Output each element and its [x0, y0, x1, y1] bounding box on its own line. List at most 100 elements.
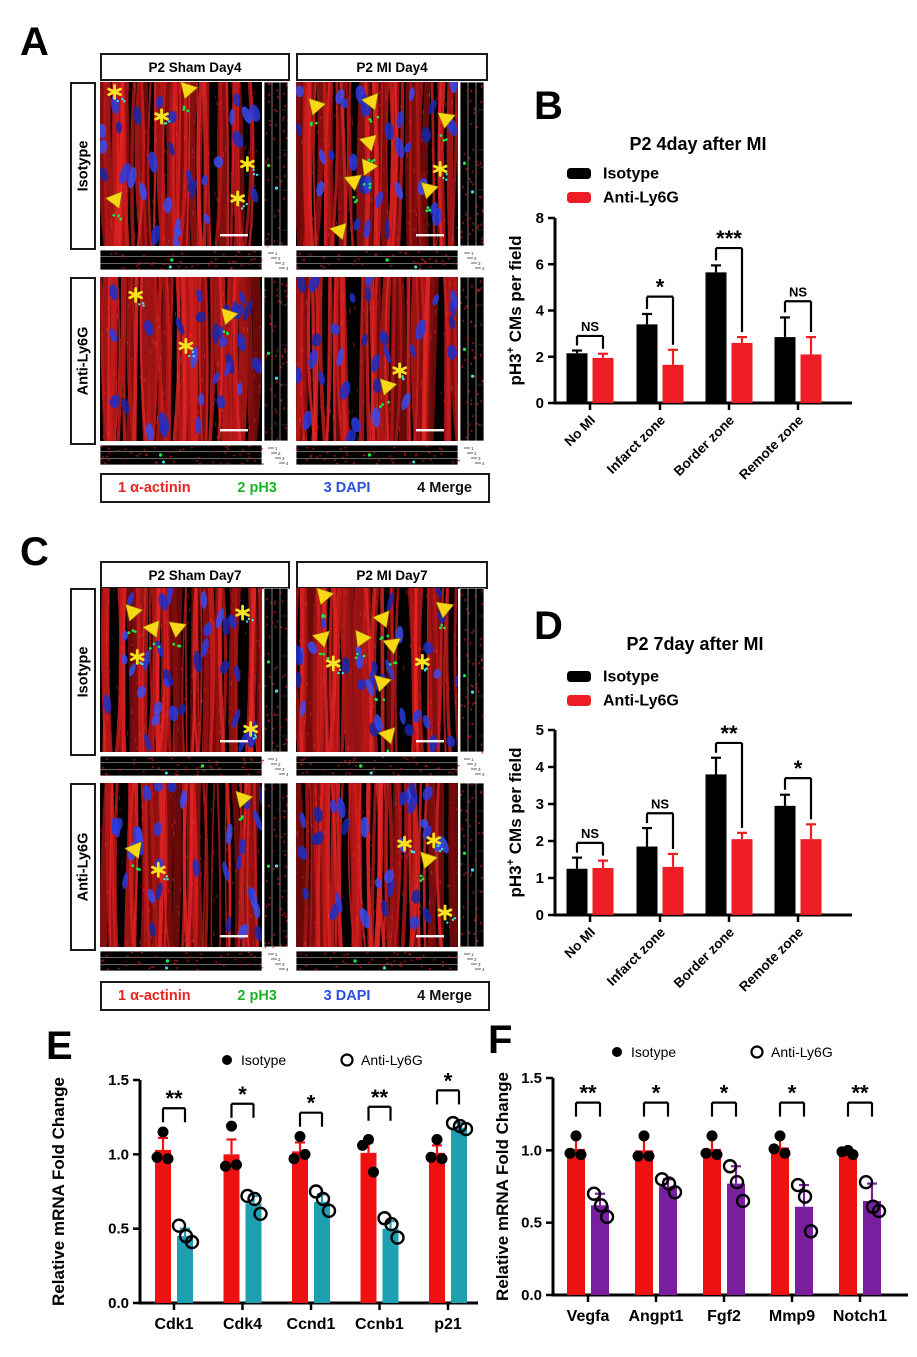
stain-legend-ph3: 2 pH3 [237, 988, 277, 1004]
svg-text:1: 1 [275, 952, 278, 957]
chart-p2-7day: 0 1 2 3 4 5 pH3+ CMs per field P2 7day after MI… [505, 600, 917, 1023]
svg-text:Fgf2: Fgf2 [707, 1308, 741, 1325]
panel-a-stain-legend: 1 α-actinin 2 pH3 3 DAPI 4 Merge [100, 473, 490, 503]
svg-text:2: 2 [474, 957, 477, 962]
svg-text:Cdk1: Cdk1 [154, 1316, 193, 1333]
svg-text:Relative mRNA Fold Change: Relative mRNA Fold Change [493, 1072, 512, 1301]
svg-text:6: 6 [536, 256, 544, 273]
panel-c-row-label-isotype: Isotype [70, 588, 96, 756]
svg-text:4: 4 [482, 266, 485, 271]
svg-text:3: 3 [536, 796, 544, 813]
stain-legend-ph3: 2 pH3 [237, 480, 277, 496]
svg-text:*: * [652, 1081, 661, 1106]
svg-text:0.5: 0.5 [108, 1221, 129, 1238]
svg-text:1.5: 1.5 [521, 1070, 542, 1087]
panel-c-letter: C [20, 530, 49, 574]
svg-text:*: * [788, 1081, 797, 1106]
svg-text:No MI: No MI [562, 413, 599, 450]
svg-text:3: 3 [282, 767, 285, 772]
svg-text:No MI: No MI [562, 925, 599, 962]
svg-text:Notch1: Notch1 [833, 1308, 887, 1325]
svg-text:0.0: 0.0 [521, 1287, 542, 1304]
panel-b-letter: B [534, 84, 563, 128]
svg-text:*: * [794, 756, 803, 781]
panel-a-row-label-isotype: Isotype [70, 82, 96, 250]
svg-text:4: 4 [482, 967, 485, 972]
svg-text:Isotype: Isotype [603, 669, 659, 686]
svg-text:2: 2 [474, 451, 477, 456]
svg-text:**: ** [165, 1086, 183, 1111]
svg-text:Infarct zone: Infarct zone [604, 924, 669, 989]
svg-text:0: 0 [536, 395, 544, 412]
svg-text:4: 4 [286, 772, 289, 777]
svg-text:0.0: 0.0 [108, 1295, 129, 1312]
svg-text:3: 3 [478, 456, 481, 461]
svg-text:Infarct zone: Infarct zone [604, 412, 669, 477]
stain-legend-actinin: 1 α-actinin [118, 480, 191, 496]
svg-text:2: 2 [278, 256, 281, 261]
svg-text:**: ** [579, 1081, 597, 1106]
svg-text:1: 1 [275, 251, 278, 256]
svg-text:*: * [720, 1081, 729, 1106]
svg-text:Remote zone: Remote zone [736, 412, 806, 482]
panel-c-col-header-sham: P2 Sham Day7 [100, 561, 290, 589]
svg-text:*: * [307, 1091, 316, 1116]
chart-p2-4day: 0 2 4 6 8 pH3+ CMs per field P2 4day after MI I… [505, 88, 917, 511]
svg-text:Remote zone: Remote zone [736, 924, 806, 994]
stain-legend-merge: 4 Merge [417, 480, 472, 496]
svg-text:**: ** [720, 721, 738, 746]
svg-text:NS: NS [581, 319, 599, 334]
svg-text:2: 2 [474, 256, 477, 261]
panel-f-letter: F [488, 1018, 513, 1062]
svg-text:4: 4 [482, 772, 485, 777]
panel-c-col-header-mi: P2 MI Day7 [296, 561, 488, 589]
svg-text:Isotype: Isotype [241, 1052, 286, 1068]
svg-text:***: *** [716, 226, 742, 251]
svg-text:Angpt1: Angpt1 [628, 1308, 683, 1325]
panel-d-letter: D [534, 604, 563, 648]
svg-text:*: * [656, 275, 665, 300]
chart-cell-cycle-genes: 0.0 0.5 1.0 1.5 Relative mRNA Fold Change Iso… [30, 1015, 482, 1357]
svg-text:NS: NS [789, 284, 807, 299]
svg-text:pH3+ CMs per field: pH3+ CMs per field [505, 235, 525, 385]
svg-text:3: 3 [282, 456, 285, 461]
svg-text:pH3+ CMs per field: pH3+ CMs per field [505, 747, 525, 897]
panel-a-letter: A [20, 20, 49, 64]
svg-text:3: 3 [478, 261, 481, 266]
svg-text:Isotype: Isotype [603, 166, 659, 183]
svg-text:1: 1 [471, 757, 474, 762]
svg-text:5: 5 [536, 722, 544, 739]
chart-angiogenesis-genes: 0.0 0.5 1.0 1.5 Relative mRNA Fold Change Iso… [480, 1015, 917, 1357]
stain-legend-merge: 4 Merge [417, 988, 472, 1004]
svg-text:1: 1 [536, 870, 544, 887]
svg-text:Anti-Ly6G: Anti-Ly6G [771, 1044, 833, 1060]
svg-text:Anti-Ly6G: Anti-Ly6G [361, 1052, 423, 1068]
stain-legend-dapi: 3 DAPI [323, 480, 371, 496]
svg-text:Relative mRNA Fold Change: Relative mRNA Fold Change [49, 1077, 68, 1306]
stain-legend-actinin: 1 α-actinin [118, 988, 191, 1004]
svg-text:0.5: 0.5 [521, 1215, 542, 1232]
svg-text:4: 4 [536, 759, 545, 776]
stain-legend-dapi: 3 DAPI [323, 988, 371, 1004]
svg-text:1.5: 1.5 [108, 1072, 129, 1089]
svg-text:2: 2 [474, 762, 477, 767]
svg-text:4: 4 [536, 303, 545, 320]
svg-text:4: 4 [286, 266, 289, 271]
svg-text:NS: NS [651, 796, 669, 811]
svg-text:1: 1 [275, 446, 278, 451]
panel-a-row-label-antily6g: Anti-Ly6G [70, 277, 96, 445]
svg-text:3: 3 [282, 962, 285, 967]
svg-text:Anti-Ly6G: Anti-Ly6G [603, 190, 679, 207]
svg-text:4: 4 [286, 461, 289, 466]
svg-text:3: 3 [478, 767, 481, 772]
svg-text:Border zone: Border zone [671, 412, 738, 479]
svg-text:1.0: 1.0 [108, 1146, 129, 1163]
svg-text:NS: NS [581, 826, 599, 841]
